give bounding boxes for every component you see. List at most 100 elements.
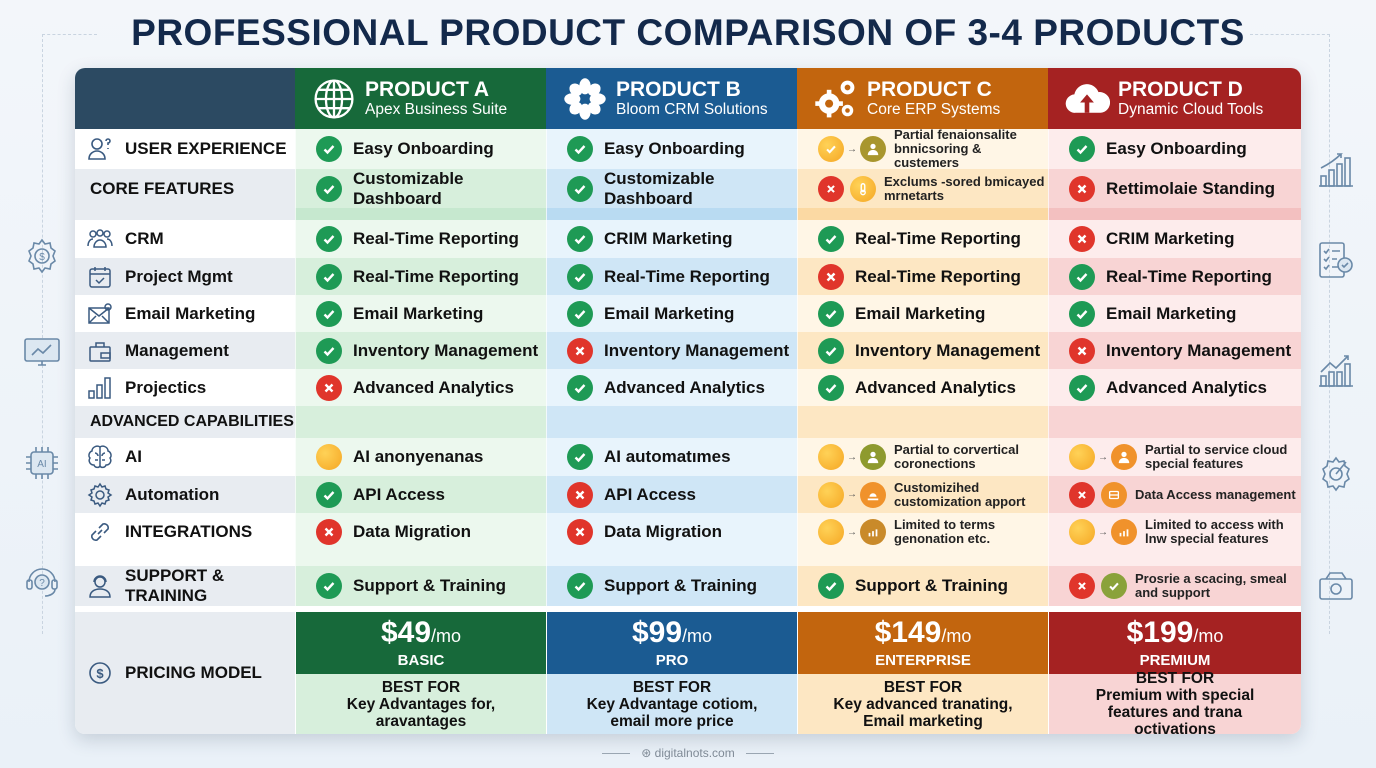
- cross-icon: [316, 374, 342, 401]
- svg-text:?: ?: [39, 578, 45, 589]
- check-icon: [316, 337, 342, 364]
- cell-text: Inventory Management: [1106, 340, 1292, 360]
- partial-icon: [316, 444, 342, 470]
- cell: Real-Time Reporting: [295, 258, 546, 295]
- cell: Customizable Dashboard: [546, 169, 797, 208]
- cross-icon: [1069, 573, 1095, 599]
- partial-icon: [818, 481, 844, 508]
- price-period: /mo: [1193, 626, 1224, 646]
- arrow-icon: →: [847, 143, 857, 155]
- cell: Easy Onboarding: [546, 129, 797, 169]
- cell-text: CRIM Marketing: [1106, 229, 1235, 248]
- cell: Advanced Analytics: [797, 369, 1048, 406]
- cell-text: Easy Onboarding: [604, 139, 745, 158]
- table-row: Project Mgmt Real-Time Reporting Real-Ti…: [75, 258, 1301, 295]
- cell-text: API Access: [353, 484, 445, 504]
- cell: Advanced Analytics: [546, 369, 797, 406]
- cell: Support & Training: [295, 566, 546, 606]
- arrow-icon: →: [847, 526, 857, 538]
- arrow-icon: →: [1098, 451, 1108, 463]
- cross-icon: [567, 337, 593, 364]
- cell-text: AI anonyenanas: [353, 447, 484, 466]
- table-row: Management Inventory Management Inventor…: [75, 332, 1301, 369]
- section-label: ADVANCED CAPABILITIES: [75, 406, 295, 438]
- cell-text: Advanced Analytics: [1106, 377, 1267, 397]
- partial-indicator: [1069, 481, 1127, 508]
- cell-text: Email Marketing: [855, 303, 986, 323]
- cell: Real-Time Reporting: [1048, 258, 1301, 295]
- thermometer-icon: [850, 175, 876, 202]
- cross-icon: [1069, 481, 1095, 508]
- product-d-header: PRODUCT D Dynamic Cloud Tools: [1048, 68, 1301, 129]
- cell-text: Advanced Analytics: [353, 377, 514, 397]
- cross-icon: [316, 519, 342, 545]
- cell-text: Data Migration: [353, 522, 472, 541]
- cell: Advanced Analytics: [1048, 369, 1301, 406]
- divider-cell: [546, 208, 797, 220]
- section-divider: [75, 551, 1301, 566]
- table-row: USER EXPERIENCE Easy Onboarding Easy Onb…: [75, 128, 1301, 170]
- cross-icon: [567, 519, 593, 545]
- database-icon: [1101, 481, 1127, 508]
- empty-cell: [546, 406, 797, 438]
- row-label-text: PRICING MODEL: [125, 663, 262, 682]
- arrow-icon: →: [847, 489, 857, 500]
- row-label-text: SUPPORT & TRAINING: [125, 566, 225, 605]
- best-for-text: Key advanced tranating, Email marketing: [833, 695, 1013, 730]
- dollar-circle-icon: $: [87, 660, 113, 686]
- plan-best-for: BEST FOR Key Advantage cotiom, email mor…: [547, 674, 797, 734]
- cell: API Access: [546, 476, 797, 513]
- cell-text: Inventory Management: [604, 340, 790, 360]
- cell-text: Data Access management: [1135, 486, 1296, 502]
- cell-text: Limited to access with lnw special featu…: [1145, 517, 1284, 546]
- check-icon: [1101, 573, 1127, 599]
- plan-tier: PRO: [655, 652, 689, 669]
- cell: Data Access management: [1048, 476, 1301, 513]
- divider-cell: [797, 551, 1048, 566]
- footer: ⊛ digitalnots.com: [0, 746, 1376, 760]
- svg-text:$: $: [39, 252, 45, 263]
- cell: → Partial to corvertical coronections: [797, 438, 1048, 476]
- plan-best-for: BEST FOR Key Advantages for, aravantages: [296, 674, 546, 734]
- cell-text: Real-Time Reporting: [855, 229, 1021, 248]
- cell: → Limited to terms genonation etc.: [797, 513, 1048, 551]
- empty-cell: [1048, 406, 1301, 438]
- partial-indicator: →: [818, 519, 886, 545]
- row-label: Project Mgmt: [75, 258, 295, 295]
- cell: Prosrie a scacing, smeal and support: [1048, 566, 1301, 606]
- price-period: /mo: [941, 626, 972, 646]
- cell-text: Email Marketing: [353, 303, 484, 323]
- cell-text: Support & Training: [604, 576, 757, 595]
- cell-text: Partial to corvertical coronections: [894, 442, 1019, 471]
- divider-cell: [546, 551, 797, 566]
- cell: Inventory Management: [546, 332, 797, 369]
- partial-icon: [1069, 519, 1095, 545]
- cell-text: Easy Onboarding: [1106, 139, 1247, 158]
- table-row: SUPPORT & TRAINING Support & Training Su…: [75, 566, 1301, 606]
- cell-text: Email Marketing: [604, 303, 735, 323]
- row-label: INTEGRATIONS: [75, 513, 295, 551]
- divider-cell: [1048, 208, 1301, 220]
- partial-check-icon: [818, 136, 844, 162]
- cell: CRIM Marketing: [546, 220, 797, 258]
- cell: Real-Time Reporting: [546, 258, 797, 295]
- cell-text: Real-Time Reporting: [855, 266, 1021, 286]
- price-value: $99: [631, 616, 683, 649]
- row-label: Management: [75, 332, 295, 369]
- cell: CRIM Marketing: [1048, 220, 1301, 258]
- best-for-label: BEST FOR: [1135, 670, 1215, 687]
- flower-icon: [562, 76, 608, 122]
- cell: → Partial to service cloud special featu…: [1048, 438, 1301, 476]
- plan-enterprise: $149/mo ENTERPRISE BEST FOR Key advanced…: [797, 612, 1048, 734]
- row-label-text: ADVANCED CAPABILITIES: [90, 413, 294, 430]
- empty-cell: [295, 406, 546, 438]
- product-name: PRODUCT A: [365, 77, 490, 101]
- cell: → Customizihed customization apport: [797, 476, 1048, 513]
- plan-tier: BASIC: [397, 652, 445, 669]
- row-label: AI: [75, 438, 295, 476]
- best-for-text: Key Advantage cotiom, email more price: [586, 695, 758, 730]
- divider-cell: [75, 208, 295, 220]
- cell: Email Marketing: [797, 295, 1048, 332]
- cell: Inventory Management: [295, 332, 546, 369]
- check-icon: [567, 300, 593, 327]
